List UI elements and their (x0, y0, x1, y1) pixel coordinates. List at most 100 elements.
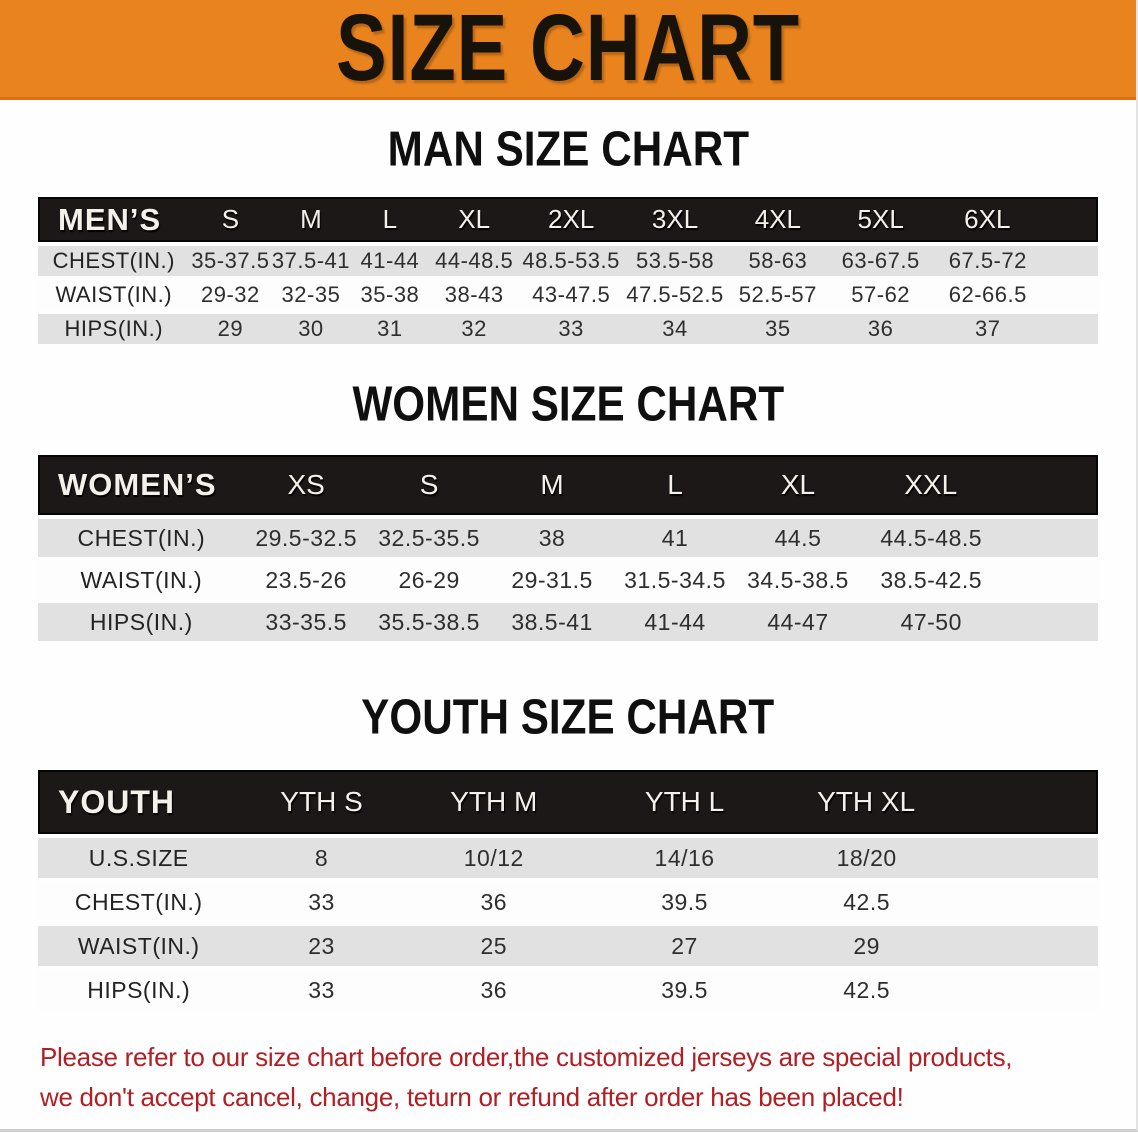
table-cell: 38.5-41 (490, 603, 614, 641)
table-cell: 33 (239, 882, 404, 922)
table-row: WAIST(IN.) 29-32 32-35 35-38 38-43 43-47.5 47.… (38, 280, 1098, 310)
table-row: WAIST(IN.) 23.5-26 26-29 29-31.5 31.5-34.5 34… (38, 561, 1098, 599)
table-cell: 36 (403, 970, 584, 1010)
row-label: WAIST(IN.) (38, 280, 190, 310)
table-cell: 34.5-38.5 (736, 561, 860, 599)
disclaimer-line-2: we don't accept cancel, change, teturn o… (40, 1082, 904, 1112)
header-row: MEN’S S M L XL 2XL 3XL 4XL 5XL 6XL (38, 197, 1098, 242)
table-cell: 35-37.5 (189, 246, 272, 276)
youth-section-title: YOUTH SIZE CHART (361, 690, 775, 745)
column-header: YTH M (403, 770, 584, 834)
column-header: YTH S (239, 770, 404, 834)
column-header: XS (244, 455, 368, 515)
table-row: HIPS(IN.) 29 30 31 32 33 34 35 36 37 (38, 314, 1098, 344)
table-cell: 18/20 (785, 838, 1098, 878)
table-cell: 36 (828, 314, 933, 344)
table-cell: 26-29 (367, 561, 491, 599)
column-header: YTH L (583, 770, 786, 834)
table-cell: 35-38 (350, 280, 430, 310)
table-cell: 29 (785, 926, 1098, 966)
table-cell: 35.5-38.5 (367, 603, 491, 641)
man-section-title: MAN SIZE CHART (387, 122, 749, 177)
table-cell: 42.5 (785, 970, 1098, 1010)
column-header: 6XL (932, 197, 1098, 242)
table-cell: 25 (403, 926, 584, 966)
column-header: XXL (859, 455, 1098, 515)
row-label: CHEST(IN.) (38, 246, 190, 276)
table-cell: 33-35.5 (244, 603, 368, 641)
table-cell: 67.5-72 (932, 246, 1098, 276)
table-cell: 29.5-32.5 (244, 519, 368, 557)
disclaimer-note: Please refer to our size chart before or… (0, 1037, 1136, 1117)
table-cell: 29-31.5 (490, 561, 614, 599)
women-section-title-wrap: WOMEN SIZE CHART (0, 377, 1136, 432)
women-section-title: WOMEN SIZE CHART (352, 377, 784, 432)
column-header: 3XL (623, 197, 727, 242)
row-label: CHEST(IN.) (38, 882, 240, 922)
table-cell: 23 (239, 926, 404, 966)
column-header: S (189, 197, 272, 242)
table-cell: 29 (189, 314, 272, 344)
header-row: YOUTH YTH S YTH M YTH L YTH XL (38, 770, 1098, 834)
table-row: U.S.SIZE 8 10/12 14/16 18/20 (38, 838, 1098, 878)
column-header: YTH XL (785, 770, 1098, 834)
table-cell: 44-47 (736, 603, 860, 641)
table-cell: 8 (239, 838, 404, 878)
table-cell: 38 (490, 519, 614, 557)
column-header: M (490, 455, 614, 515)
table-cell: 47-50 (859, 603, 1098, 641)
table-row: CHEST(IN.) 33 36 39.5 42.5 (38, 882, 1098, 922)
row-label: WAIST(IN.) (38, 926, 240, 966)
table-cell: 30 (271, 314, 351, 344)
row-label: U.S.SIZE (38, 838, 240, 878)
table-cell: 62-66.5 (932, 280, 1098, 310)
table-cell: 44-48.5 (429, 246, 520, 276)
table-cell: 34 (623, 314, 727, 344)
row-label: WAIST(IN.) (38, 561, 245, 599)
banner-title: SIZE CHART (336, 0, 800, 101)
table-cell: 53.5-58 (623, 246, 727, 276)
table-corner-label: WOMEN’S (38, 455, 245, 515)
table-cell: 32 (429, 314, 520, 344)
column-header: S (367, 455, 491, 515)
table-cell: 36 (403, 882, 584, 922)
table-cell: 31 (350, 314, 430, 344)
man-section-title-wrap: MAN SIZE CHART (0, 122, 1136, 177)
table-cell: 31.5-34.5 (613, 561, 737, 599)
table-cell: 57-62 (828, 280, 933, 310)
table-cell: 41-44 (350, 246, 430, 276)
header-row: WOMEN’S XS S M L XL XXL (38, 455, 1098, 515)
table-corner-label: MEN’S (38, 197, 190, 242)
table-cell: 52.5-57 (726, 280, 829, 310)
men-size-table: MEN’S S M L XL 2XL 3XL 4XL 5XL 6XL CHEST(IN.) 35-37… (38, 193, 1098, 348)
column-header: 4XL (726, 197, 829, 242)
table-cell: 10/12 (403, 838, 584, 878)
table-cell: 29-32 (189, 280, 272, 310)
table-cell: 27 (583, 926, 786, 966)
column-header: XL (736, 455, 860, 515)
table-cell: 37.5-41 (271, 246, 351, 276)
table-cell: 47.5-52.5 (623, 280, 727, 310)
table-cell: 63-67.5 (828, 246, 933, 276)
table-cell: 48.5-53.5 (519, 246, 624, 276)
row-label: HIPS(IN.) (38, 970, 240, 1010)
table-cell: 44.5-48.5 (859, 519, 1098, 557)
column-header: XL (429, 197, 520, 242)
table-cell: 58-63 (726, 246, 829, 276)
table-cell: 39.5 (583, 882, 786, 922)
youth-section-title-wrap: YOUTH SIZE CHART (0, 690, 1136, 745)
table-cell: 39.5 (583, 970, 786, 1010)
table-cell: 41 (613, 519, 737, 557)
table-cell: 37 (932, 314, 1098, 344)
row-label: CHEST(IN.) (38, 519, 245, 557)
women-size-table: WOMEN’S XS S M L XL XXL CHEST(IN.) 29.5-32.5 32.5… (38, 451, 1098, 645)
table-cell: 32.5-35.5 (367, 519, 491, 557)
column-header: 5XL (828, 197, 933, 242)
table-cell: 35 (726, 314, 829, 344)
column-header: M (271, 197, 351, 242)
youth-size-table: YOUTH YTH S YTH M YTH L YTH XL U.S.SIZE 8 10/12… (38, 766, 1098, 1014)
table-cell: 38-43 (429, 280, 520, 310)
row-label: HIPS(IN.) (38, 314, 190, 344)
column-header: L (613, 455, 737, 515)
